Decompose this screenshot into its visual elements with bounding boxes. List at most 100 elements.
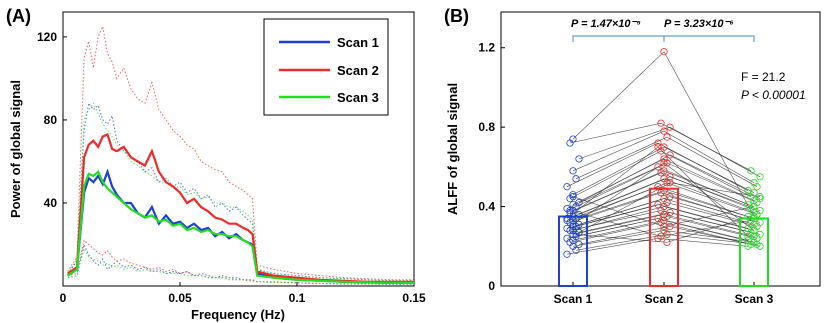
panel-a-series — [67, 24, 414, 285]
subject-line — [572, 214, 755, 237]
legend-label-scan3: Scan 3 — [337, 90, 379, 105]
scan2-lower-line — [67, 239, 414, 285]
y-tick-label: 40 — [44, 196, 58, 210]
subject-line — [572, 206, 755, 231]
scan3-point — [747, 167, 755, 175]
subject-line — [575, 234, 758, 251]
x-tick-label: 0.15 — [402, 291, 426, 305]
panel-a-label: (A) — [6, 6, 31, 26]
y-tick-label: 0.8 — [478, 120, 495, 134]
subject-line — [569, 122, 752, 172]
scan2-point — [654, 183, 662, 191]
scan1-point — [572, 230, 580, 238]
bracket-scan2-scan3 — [664, 35, 755, 42]
subject-line — [572, 196, 755, 227]
subject-line — [578, 176, 761, 215]
legend-label-scan2: Scan 2 — [337, 63, 379, 78]
scan1-point — [563, 183, 571, 191]
bar-scan3 — [739, 217, 769, 287]
subject-line — [572, 170, 755, 211]
scan3-point — [750, 226, 758, 235]
scan1-point — [575, 155, 583, 163]
scan3-point — [744, 242, 752, 250]
scan3-lower-line — [67, 247, 414, 285]
scan3-point — [753, 210, 761, 219]
panel-b-subject-lines — [566, 51, 761, 255]
scan2-point — [660, 48, 668, 56]
p-value-scan2-scan3: P = 3.23×10⁻⁶ — [664, 18, 734, 30]
panel-b-ticks: 0 0.4 0.8 1.2 Scan 1 Scan 2 Scan 3 — [478, 41, 773, 306]
subject-line — [572, 158, 755, 205]
scan2-point — [660, 159, 668, 167]
subject-line — [575, 202, 758, 227]
scan1-upper-line — [67, 102, 414, 282]
scan3-point — [744, 232, 752, 240]
subject-line — [572, 230, 755, 247]
subject-line — [566, 146, 749, 237]
subject-line — [578, 126, 761, 178]
scan3-upper-line — [67, 102, 414, 282]
y-tick-label: 0 — [488, 279, 495, 293]
scan2-point — [663, 159, 671, 167]
subject-line — [566, 204, 749, 229]
y-tick-label: 0.4 — [478, 200, 495, 214]
subject-line — [569, 150, 752, 199]
scan1-point — [572, 246, 580, 254]
scan1-point — [566, 206, 574, 215]
subject-line — [569, 222, 752, 245]
scan1-point — [572, 175, 580, 183]
subject-line — [566, 237, 749, 255]
scan1-lower-line — [67, 242, 414, 285]
subject-line — [578, 212, 761, 235]
bracket-scan1-scan2 — [572, 35, 665, 42]
panel-a-ticks: 0 0.05 0.1 0.15 40 80 120 — [37, 30, 426, 305]
scan2-point — [666, 179, 674, 187]
scan3-point — [750, 202, 758, 211]
panel-b-label: (B) — [444, 6, 469, 26]
anova-p-value: P < 0.00001 — [741, 88, 806, 102]
scan3-point — [747, 216, 755, 225]
scan1-point — [563, 214, 571, 223]
scan2-point — [663, 133, 671, 141]
scan2-point — [663, 179, 671, 187]
subject-line — [578, 226, 761, 247]
panel-b-ylabel: ALFF of global signal — [445, 83, 460, 215]
panel-a-ylabel: Power of global signal — [8, 80, 23, 218]
scan2-point — [654, 139, 662, 147]
x-tick-label-scan2: Scan 2 — [645, 292, 684, 306]
subject-line — [572, 51, 755, 217]
x-tick-label: 0 — [60, 291, 67, 305]
subject-line — [566, 142, 749, 191]
scan3-point — [753, 240, 761, 248]
subject-line — [575, 136, 758, 187]
panel-a-legend: Scan 1 Scan 2 Scan 3 — [263, 18, 389, 116]
significance-brackets — [572, 35, 755, 42]
scan2-point — [660, 222, 668, 231]
panel-a-xlabel: Frequency (Hz) — [191, 307, 285, 322]
scan1-point — [569, 167, 577, 175]
x-tick-label-scan3: Scan 3 — [735, 292, 774, 306]
y-tick-label: 80 — [44, 113, 58, 127]
legend-box — [263, 18, 389, 116]
scan2-upper-line — [67, 24, 414, 281]
subject-line — [572, 146, 755, 195]
scan3-point — [756, 193, 764, 201]
subject-line — [575, 214, 758, 243]
scan1-point — [575, 240, 583, 248]
scan2-point — [663, 238, 671, 246]
scan2-point — [666, 123, 674, 131]
scan2-point — [657, 169, 665, 177]
legend-label-scan1: Scan 1 — [337, 35, 379, 50]
x-tick-label-scan1: Scan 1 — [554, 292, 593, 306]
scan2-mean-line — [67, 133, 414, 283]
scan1-point — [566, 139, 574, 147]
scan2-point — [666, 151, 674, 159]
scan2-point — [654, 143, 662, 151]
f-statistic: F = 21.2 — [741, 70, 786, 84]
scan1-point — [569, 220, 577, 229]
subject-line — [578, 154, 761, 203]
x-tick-label: 0.05 — [168, 291, 192, 305]
scan2-point — [666, 222, 674, 231]
bar-scan2 — [649, 187, 679, 287]
